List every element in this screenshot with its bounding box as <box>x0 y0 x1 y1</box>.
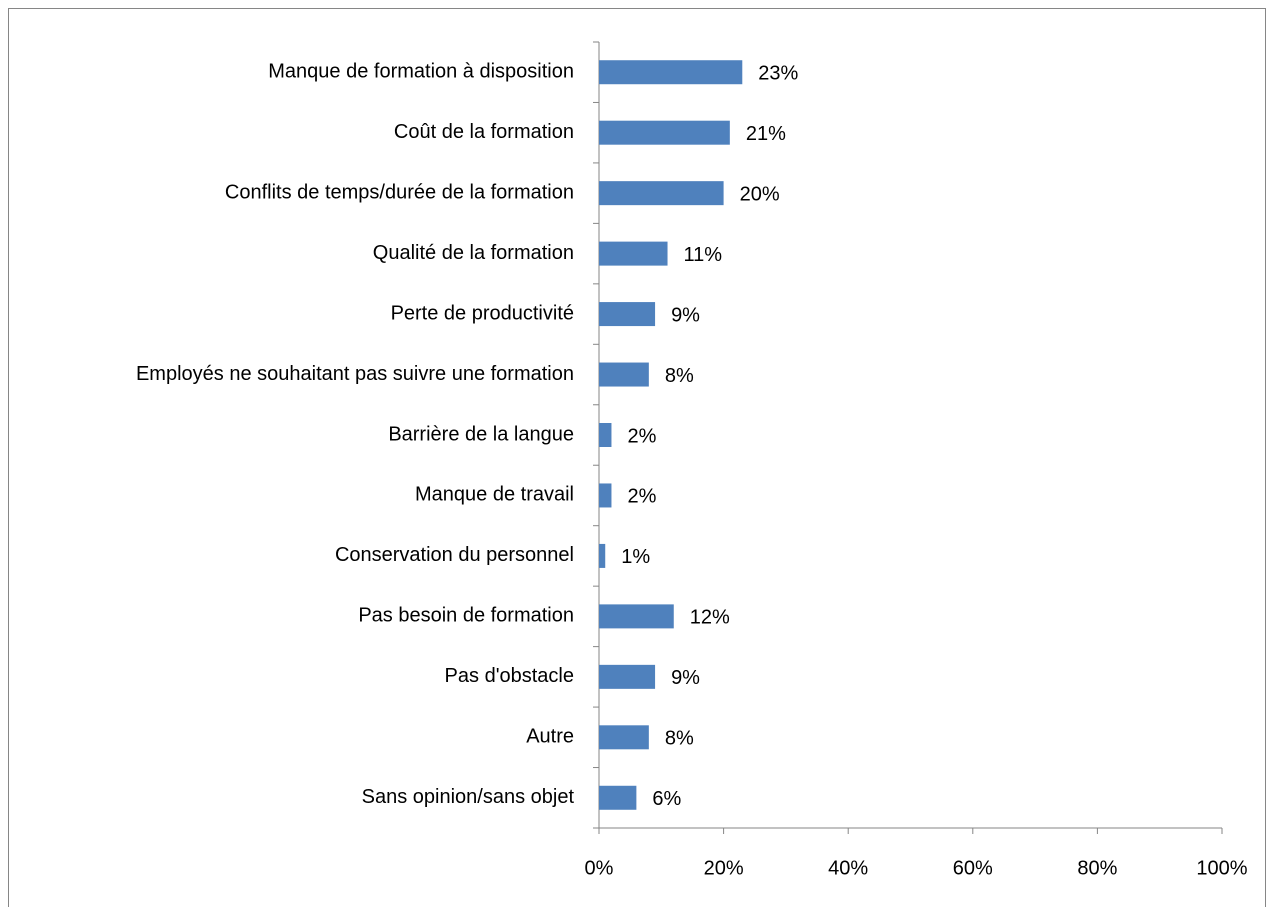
bar <box>599 120 730 145</box>
value-label: 9% <box>671 667 700 689</box>
y-tick-label: Conflits de temps/durée de la formation <box>225 181 574 203</box>
y-tick-label: Employés ne souhaitant pas suivre une fo… <box>136 363 574 385</box>
y-tick-label: Perte de productivité <box>391 302 574 324</box>
bar <box>599 785 637 810</box>
y-tick-label: Pas besoin de formation <box>358 605 574 627</box>
value-label: 2% <box>627 425 656 447</box>
y-tick-label: Sans opinion/sans objet <box>362 786 575 808</box>
value-label: 2% <box>627 486 656 508</box>
value-label: 1% <box>621 546 650 568</box>
bar <box>599 604 674 629</box>
bar <box>599 664 656 689</box>
y-tick-label: Barrière de la langue <box>388 423 574 445</box>
value-label: 8% <box>665 728 694 750</box>
value-label: 21% <box>746 123 786 145</box>
value-label: 6% <box>652 788 681 810</box>
bar <box>599 241 668 266</box>
value-label: 23% <box>758 63 798 85</box>
value-label: 12% <box>690 607 730 629</box>
value-label: 11% <box>684 244 723 266</box>
bar <box>599 423 612 447</box>
y-tick-label: Manque de travail <box>415 484 574 506</box>
value-label: 9% <box>671 304 700 326</box>
y-tick-label: Qualité de la formation <box>373 242 574 264</box>
chart-border <box>8 8 1266 912</box>
bar <box>599 362 649 387</box>
bar <box>599 725 649 750</box>
y-tick-label: Conservation du personnel <box>335 544 574 566</box>
y-tick-label: Autre <box>526 726 574 748</box>
x-tick-label: 0% <box>585 857 614 879</box>
bar <box>599 181 724 206</box>
y-tick-label: Pas d'obstacle <box>445 665 574 687</box>
x-tick-label: 40% <box>828 857 868 879</box>
bar <box>599 543 606 568</box>
x-tick-label: 20% <box>704 857 744 879</box>
x-tick-label: 60% <box>953 857 993 879</box>
bar <box>599 302 656 327</box>
y-tick-label: Coût de la formation <box>394 121 574 143</box>
value-label: 20% <box>740 183 780 205</box>
bar <box>599 483 612 508</box>
x-tick-label: 80% <box>1077 857 1117 879</box>
y-tick-label: Manque de formation à disposition <box>268 61 574 83</box>
x-tick-label: 100% <box>1196 857 1247 879</box>
bar <box>599 60 743 85</box>
value-label: 8% <box>665 365 694 387</box>
